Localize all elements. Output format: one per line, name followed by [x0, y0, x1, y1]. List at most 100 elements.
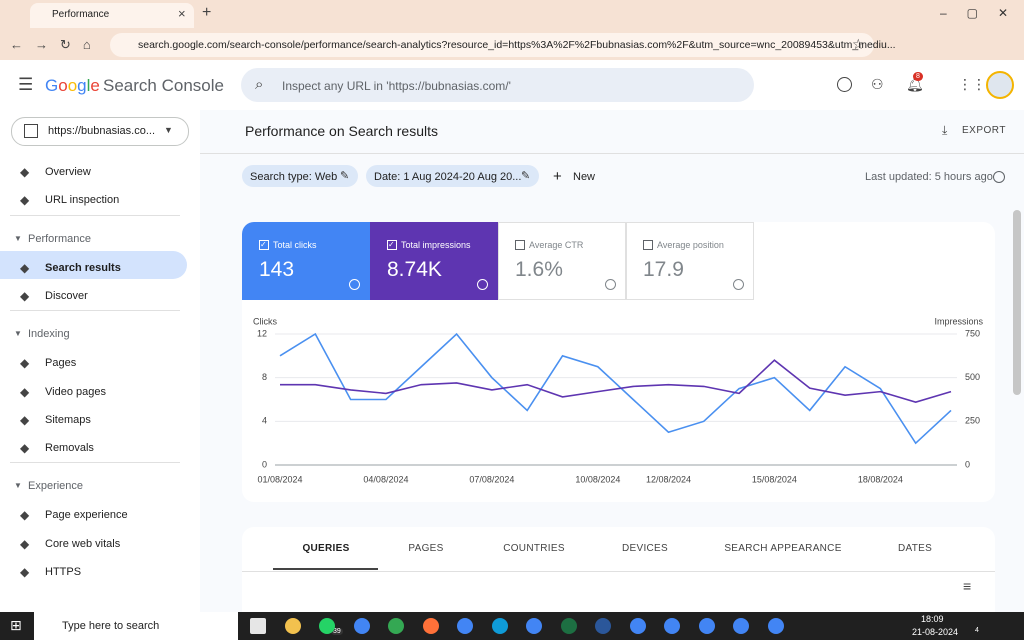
taskbar-app[interactable] — [388, 618, 404, 634]
y2-tick-label: 250 — [965, 416, 980, 426]
taskbar-app[interactable] — [492, 618, 508, 634]
new-filter[interactable]: New — [573, 171, 595, 183]
divider — [200, 153, 1024, 154]
nav-icon: ◆ — [20, 385, 29, 399]
nav-icon: ◆ — [20, 508, 29, 522]
help-button[interactable] — [837, 77, 852, 92]
filter-label: Search type: Web — [250, 171, 337, 183]
account-avatar[interactable] — [986, 71, 1014, 99]
nav-section[interactable]: Performance — [28, 233, 91, 245]
y2-axis-title: Impressions — [934, 316, 983, 326]
nav-item[interactable]: Search results — [45, 262, 121, 274]
nav-section[interactable]: Indexing — [28, 328, 70, 340]
property-icon — [24, 124, 38, 138]
metric-label: Total impressions — [401, 240, 471, 250]
nav-icon: ◆ — [20, 193, 29, 207]
nav-icon: ◆ — [20, 356, 29, 370]
taskbar-app[interactable] — [354, 618, 370, 634]
tab[interactable]: DATES — [898, 543, 932, 554]
taskbar-app[interactable] — [526, 618, 542, 634]
clock-date: 21-08-2024 — [912, 627, 958, 637]
taskbar-app[interactable] — [733, 618, 749, 634]
nav-item[interactable]: Page experience — [45, 509, 128, 521]
taskbar-app[interactable] — [250, 618, 266, 634]
metric-value: 1.6% — [515, 258, 563, 282]
y-tick-label: 0 — [262, 459, 267, 469]
metric-checkbox[interactable]: ✓ — [259, 240, 269, 250]
tab-indicator — [273, 568, 378, 570]
filter-rows-button[interactable]: ≡ — [963, 578, 971, 594]
nav-item[interactable]: Video pages — [45, 386, 106, 398]
taskbar-app[interactable] — [595, 618, 611, 634]
taskbar-app[interactable] — [319, 618, 335, 634]
tab[interactable]: QUERIES — [302, 543, 349, 554]
metric-checkbox[interactable] — [643, 240, 653, 250]
nav-section[interactable]: Experience — [28, 480, 83, 492]
x-tick-label: 12/08/2024 — [646, 474, 691, 484]
close-tab[interactable]: × — [178, 6, 186, 21]
taskbar-app[interactable] — [423, 618, 439, 634]
tab[interactable]: DEVICES — [622, 543, 668, 554]
nav-icon: ◆ — [20, 261, 29, 275]
nav-divider — [10, 310, 180, 311]
x-tick-label: 04/08/2024 — [363, 474, 408, 484]
window-controls[interactable]: –▢✕ — [940, 6, 1024, 20]
metric-help — [477, 279, 488, 290]
metric-checkbox[interactable] — [515, 240, 525, 250]
nav-item[interactable]: Sitemaps — [45, 414, 91, 426]
taskbar-app[interactable] — [457, 618, 473, 634]
nav-item[interactable]: URL inspection — [45, 194, 119, 206]
bookmark-star[interactable]: ☆ — [852, 36, 865, 53]
edit-icon[interactable]: ✎ — [521, 169, 530, 182]
taskbar-app[interactable] — [664, 618, 680, 634]
start-button[interactable]: ⊞ — [10, 617, 22, 634]
export-button[interactable]: EXPORT — [962, 125, 1006, 136]
last-updated: Last updated: 5 hours ago — [865, 171, 993, 183]
info-icon[interactable] — [993, 171, 1005, 183]
taskbar-app[interactable] — [630, 618, 646, 634]
y2-tick-label: 750 — [965, 328, 980, 338]
taskbar-app[interactable] — [285, 618, 301, 634]
tab-title: Performance — [52, 9, 109, 20]
menu-button[interactable]: ☰ — [18, 75, 33, 95]
tab[interactable]: PAGES — [408, 543, 443, 554]
taskbar-app[interactable] — [699, 618, 715, 634]
metric-checkbox[interactable]: ✓ — [387, 240, 397, 250]
new-tab[interactable]: + — [202, 4, 211, 22]
page-title: Performance on Search results — [245, 123, 438, 139]
nav-icon: ◆ — [20, 537, 29, 551]
y2-tick-label: 500 — [965, 372, 980, 382]
scrollbar[interactable] — [1013, 210, 1021, 395]
new-icon[interactable]: + — [553, 168, 562, 185]
metric-label: Average position — [657, 240, 724, 250]
nav-item[interactable]: Pages — [45, 357, 76, 369]
nav-section-arrow: ▼ — [14, 234, 22, 243]
tab[interactable]: SEARCH APPEARANCE — [724, 543, 841, 554]
y-tick-label: 8 — [262, 372, 267, 382]
users-button[interactable]: ⚇ — [871, 76, 884, 93]
nav-item[interactable]: Overview — [45, 166, 91, 178]
nav-icon: ◆ — [20, 165, 29, 179]
url: search.google.com/search-console/perform… — [138, 39, 896, 51]
property-name: https://bubnasias.co... — [48, 125, 155, 137]
taskbar-app[interactable] — [561, 618, 577, 634]
x-tick-label: 07/08/2024 — [469, 474, 514, 484]
taskbar-app[interactable] — [768, 618, 784, 634]
nav-item[interactable]: Discover — [45, 290, 88, 302]
x-tick-label: 18/08/2024 — [858, 474, 903, 484]
nav-buttons[interactable]: ←→↻⌂ — [10, 37, 103, 53]
nav-divider — [10, 462, 180, 463]
dropdown-arrow: ▼ — [164, 125, 173, 135]
nav-item[interactable]: Core web vitals — [45, 538, 120, 550]
nav-item[interactable]: HTTPS — [45, 566, 81, 578]
x-tick-label: 15/08/2024 — [752, 474, 797, 484]
tab[interactable]: COUNTRIES — [503, 543, 565, 554]
nav-item[interactable]: Removals — [45, 442, 94, 454]
logo: Google — [45, 76, 100, 96]
series-line — [280, 360, 951, 402]
export-icon[interactable]: ⤓ — [942, 123, 947, 138]
nav-icon: ◆ — [20, 565, 29, 579]
chart: ClicksImpressions04812025050075001/08/20… — [242, 300, 995, 500]
edit-icon[interactable]: ✎ — [340, 169, 349, 182]
